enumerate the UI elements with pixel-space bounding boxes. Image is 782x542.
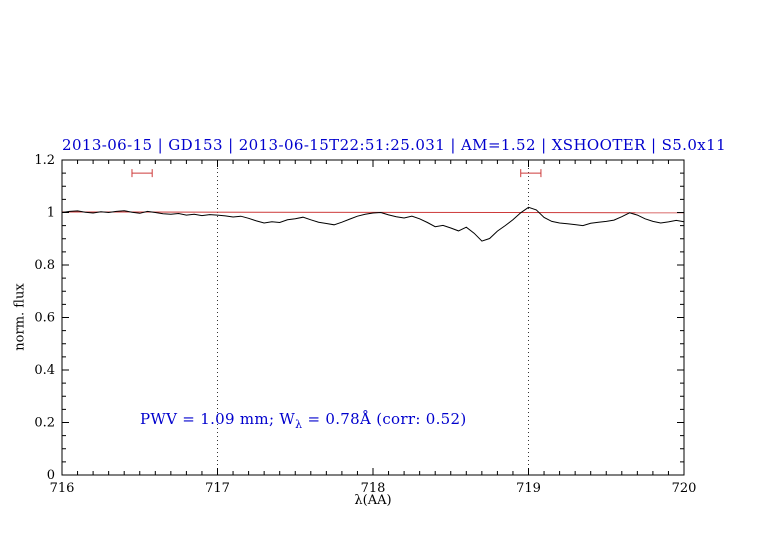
y-tick-label: 0.6 (34, 311, 55, 326)
y-tick-label: 0 (47, 468, 55, 483)
x-tick-label: 719 (516, 481, 541, 496)
x-axis-label: λ(AA) (354, 493, 392, 508)
annotation-suffix: = 0.78Å (corr: 0.52) (302, 410, 467, 428)
y-tick-label: 0.4 (34, 363, 55, 378)
pwv-annotation: PWV = 1.09 mm; Wλ = 0.78Å (corr: 0.52) (140, 410, 467, 431)
annotation-lambda-sub: λ (295, 418, 303, 431)
annotation-prefix: PWV = 1.09 mm; W (140, 410, 296, 428)
x-tick-label: 717 (205, 481, 230, 496)
x-tick-label: 718 (361, 481, 386, 496)
y-tick-label: 1 (47, 206, 55, 221)
y-tick-label: 0.8 (34, 258, 55, 273)
y-tick-label: 1.2 (34, 153, 55, 168)
plot-title: 2013-06-15 | GD153 | 2013-06-15T22:51:25… (62, 136, 727, 154)
x-tick-label: 720 (672, 481, 697, 496)
continuum-line (61, 211, 685, 214)
y-axis-label: norm. flux (12, 283, 28, 351)
y-tick-label: 0.2 (34, 416, 55, 431)
x-tick-label: 716 (50, 481, 75, 496)
spectrum-line (61, 206, 685, 242)
